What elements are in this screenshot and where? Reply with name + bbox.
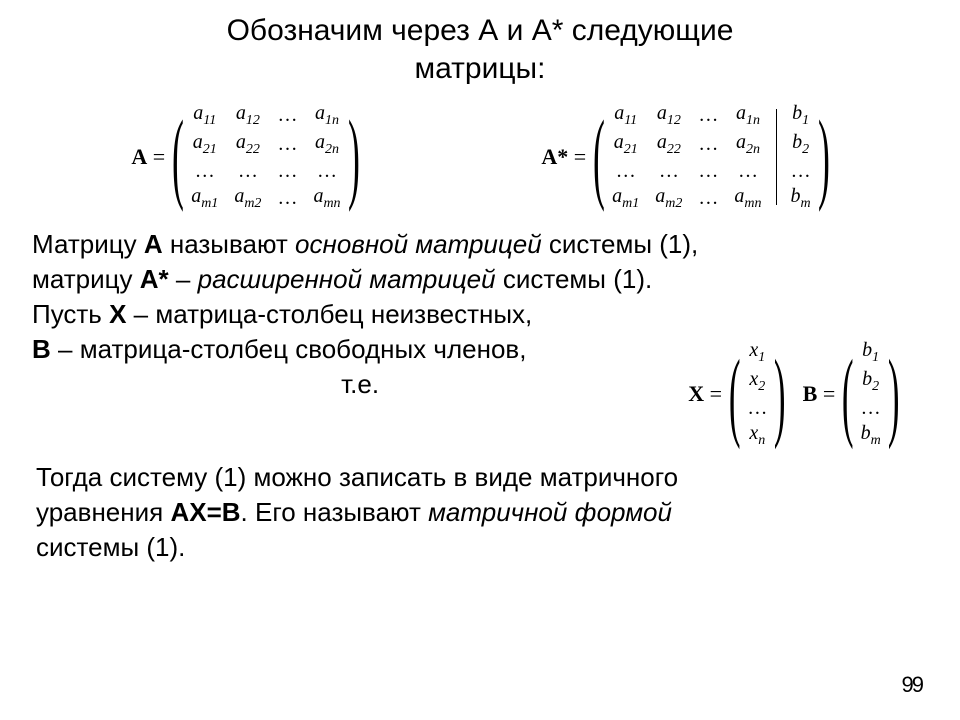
te-text: т.е. xyxy=(32,367,688,402)
page-number: 99 xyxy=(902,672,922,698)
matrix-astar-bcol: b1 b2 … bm xyxy=(783,101,819,213)
b-line-text: В – матрица-столбец свободных членов, т.… xyxy=(32,332,688,402)
matrix-a-name: A xyxy=(131,144,147,169)
matrix-x: X = ( x1 x2 … xn ) xyxy=(688,338,784,450)
matrix-a-label: A = xyxy=(131,144,165,170)
left-paren-icon: ( xyxy=(842,352,854,437)
slide-title: Обозначим через А и А* следующие матрицы… xyxy=(0,0,960,87)
eq-sign: = xyxy=(568,144,586,169)
matrices-row: A = ( a11 a12 … a1n a21 a22 … a2n … … … … xyxy=(40,101,920,213)
matrix-astar-label: A* = xyxy=(541,144,586,170)
title-line-1: Обозначим через А и А* следующие xyxy=(227,14,734,47)
right-paren-icon: ) xyxy=(888,352,900,437)
matrix-b-label: B = xyxy=(803,381,836,407)
matrix-a: A = ( a11 a12 … a1n a21 a22 … a2n … … … … xyxy=(131,101,358,213)
xb-matrices: X = ( x1 x2 … xn ) B = ( b1 b2 … bm ) xyxy=(688,338,898,450)
right-paren-icon: ) xyxy=(774,352,786,437)
matrix-a-body: a11 a12 … a1n a21 a22 … a2n … … … … am1 … xyxy=(183,101,348,213)
matrix-b-body: b1 b2 … bm xyxy=(853,338,889,450)
matrix-astar: A* = ( a11 a12 … a1n a21 a22 … a2n … … …… xyxy=(541,101,828,213)
xb-row: В – матрица-столбец свободных членов, т.… xyxy=(0,332,960,450)
right-paren-icon: ) xyxy=(818,114,830,201)
matrix-astar-body: a11 a12 … a1n a21 a22 … a2n … … … … am1 … xyxy=(604,101,769,213)
left-paren-icon: ( xyxy=(729,352,741,437)
title-line-2: матрицы: xyxy=(415,52,546,85)
left-paren-icon: ( xyxy=(593,114,605,201)
paragraph-2: Тогда систему (1) можно записать в виде … xyxy=(0,450,960,565)
left-paren-icon: ( xyxy=(172,114,184,201)
paragraph-1: Матрицу А называют основной матрицей сис… xyxy=(0,223,960,332)
eq-sign: = xyxy=(147,144,165,169)
matrix-x-label: X = xyxy=(688,381,722,407)
matrix-b: B = ( b1 b2 … bm ) xyxy=(803,338,898,450)
matrix-astar-name: A* xyxy=(541,144,568,169)
augment-bar-icon xyxy=(776,109,777,205)
matrix-x-body: x1 x2 … xn xyxy=(739,338,775,450)
right-paren-icon: ) xyxy=(348,114,360,201)
